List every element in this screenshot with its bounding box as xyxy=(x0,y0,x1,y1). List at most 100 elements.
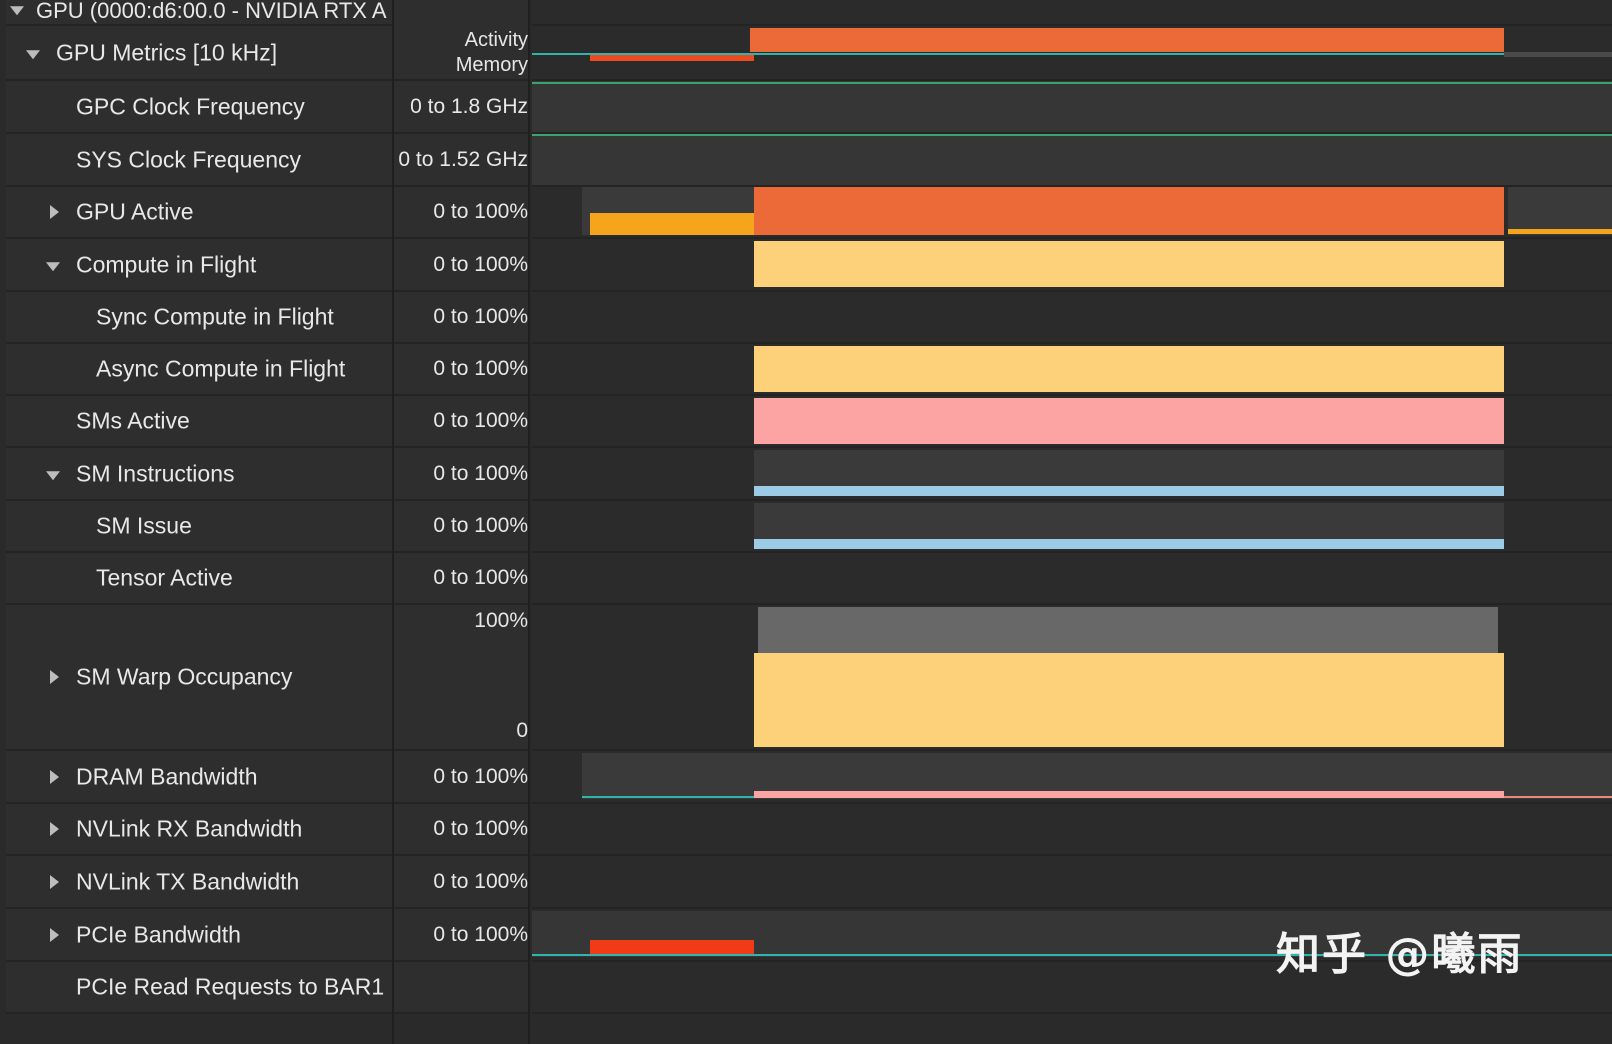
activity-label: Activity xyxy=(464,29,528,51)
sms-active-bar[interactable] xyxy=(754,398,1504,444)
range-cell xyxy=(394,0,530,26)
range-cell: 0 to 100% xyxy=(394,396,530,448)
range-cell: Activity Memory xyxy=(394,26,530,81)
expand-triangle-icon[interactable] xyxy=(50,822,59,836)
gpu-active-tail xyxy=(1508,229,1612,234)
row-sync-compute[interactable]: Sync Compute in Flight 0 to 100% xyxy=(6,292,1612,344)
compute-in-flight-bar[interactable] xyxy=(754,241,1504,287)
range-cell: 0 to 100% xyxy=(394,501,530,553)
row-label-cell: GPC Clock Frequency xyxy=(6,81,392,134)
pcie-line xyxy=(532,954,1612,956)
graph-sm-issue xyxy=(532,501,1612,553)
row-label-cell: GPU Active xyxy=(6,187,392,239)
async-compute-bar[interactable] xyxy=(754,346,1504,392)
row-sys-clock[interactable]: SYS Clock Frequency 0 to 1.52 GHz xyxy=(6,134,1612,187)
watermark: 知乎 @曦雨 xyxy=(1276,929,1524,980)
collapse-triangle-icon[interactable] xyxy=(46,261,60,271)
row-dram-bandwidth[interactable]: DRAM Bandwidth 0 to 100% xyxy=(6,751,1612,804)
row-nvlink-rx[interactable]: NVLink RX Bandwidth 0 to 100% xyxy=(6,804,1612,856)
range-cell: 0 to 100% xyxy=(394,553,530,605)
column-divider[interactable] xyxy=(528,0,530,1044)
graph-pcie-read-bar1 xyxy=(532,962,1612,1014)
row-label: NVLink TX Bandwidth xyxy=(76,868,300,894)
graph-pcie-bandwidth xyxy=(532,909,1612,962)
range-cell: 0 to 100% xyxy=(394,804,530,856)
range-label: 0 to 1.52 GHz xyxy=(398,147,528,171)
row-label: PCIe Bandwidth xyxy=(76,921,241,947)
row-label: Compute in Flight xyxy=(76,251,257,277)
gpu-device-row[interactable]: GPU (0000:d6:00.0 - NVIDIA RTX A xyxy=(6,0,1612,26)
row-nvlink-tx[interactable]: NVLink TX Bandwidth 0 to 100% xyxy=(6,856,1612,909)
range-cell: 100% 0 xyxy=(394,605,530,751)
activity-bar xyxy=(750,28,1504,52)
row-tensor-active[interactable]: Tensor Active 0 to 100% xyxy=(6,553,1612,605)
memory-line xyxy=(532,53,1612,55)
row-pcie-read-bar1[interactable]: PCIe Read Requests to BAR1 xyxy=(6,962,1612,1044)
sm-issue-bar[interactable] xyxy=(754,539,1504,549)
row-label: PCIe Read Requests to BAR1 xyxy=(76,973,385,1000)
row-label: Async Compute in Flight xyxy=(96,355,346,382)
collapse-triangle-icon[interactable] xyxy=(26,49,40,59)
graph-sync-compute xyxy=(532,292,1612,344)
row-compute-in-flight[interactable]: Compute in Flight 0 to 100% xyxy=(6,239,1612,292)
row-gpu-active[interactable]: GPU Active 0 to 100% xyxy=(6,187,1612,239)
range-cell: 0 to 100% xyxy=(394,751,530,804)
row-async-compute[interactable]: Async Compute in Flight 0 to 100% xyxy=(6,344,1612,396)
collapse-triangle-icon[interactable] xyxy=(10,6,24,16)
range-label: 0 to 100% xyxy=(433,200,528,223)
row-label: GPU Active xyxy=(76,198,194,225)
row-label-cell: SMs Active xyxy=(6,396,392,448)
sys-clock-line xyxy=(532,134,1612,136)
graph-sys-clock xyxy=(532,134,1612,187)
range-label: 0 to 100% xyxy=(433,357,528,380)
expand-triangle-icon[interactable] xyxy=(50,874,59,889)
row-gpu-metrics[interactable]: GPU Metrics [10 kHz] Activity Memory xyxy=(6,26,1612,81)
row-label-cell: SM Issue xyxy=(6,501,392,553)
range-label: 0 to 100% xyxy=(433,252,528,276)
row-label-cell: PCIe Bandwidth xyxy=(6,909,392,962)
row-sm-warp-occupancy[interactable]: SM Warp Occupancy 100% 0 xyxy=(6,605,1612,751)
graph-gpu-metrics xyxy=(532,26,1612,81)
range-label: 0 to 100% xyxy=(433,566,528,589)
range-top-label: 100% xyxy=(474,609,528,632)
row-sm-issue[interactable]: SM Issue 0 to 100% xyxy=(6,501,1612,553)
pcie-bandwidth-bar[interactable] xyxy=(590,940,754,954)
row-label: SMs Active xyxy=(76,407,190,434)
expand-triangle-icon[interactable] xyxy=(50,769,59,784)
row-label: NVLink RX Bandwidth xyxy=(76,815,303,842)
row-sms-active[interactable]: SMs Active 0 to 100% xyxy=(6,396,1612,448)
dram-bandwidth-bar[interactable] xyxy=(754,791,1504,798)
range-label: 0 to 100% xyxy=(433,305,528,328)
gpu-active-bar[interactable] xyxy=(754,187,1504,235)
row-sm-instructions[interactable]: SM Instructions 0 to 100% xyxy=(6,448,1612,501)
row-label: SM Instructions xyxy=(76,460,235,486)
dram-line-pre xyxy=(582,796,754,798)
range-label: 0 to 100% xyxy=(433,514,528,537)
graph-gpu-active xyxy=(532,187,1612,239)
sm-instructions-bar[interactable] xyxy=(754,486,1504,496)
row-pcie-bandwidth[interactable]: PCIe Bandwidth 0 to 100% xyxy=(6,909,1612,962)
graph-cell xyxy=(532,0,1612,26)
expand-triangle-icon[interactable] xyxy=(50,670,59,684)
row-label-cell: Compute in Flight xyxy=(6,239,392,292)
expand-triangle-icon[interactable] xyxy=(50,927,59,942)
graph-gpc-clock xyxy=(532,81,1612,134)
graph-async-compute xyxy=(532,344,1612,396)
gpu-device-title: GPU (0000:d6:00.0 - NVIDIA RTX A xyxy=(36,0,387,23)
row-label-cell: NVLink RX Bandwidth xyxy=(6,804,392,856)
gpu-active-pre-bar xyxy=(590,213,754,235)
column-divider[interactable] xyxy=(392,0,394,1044)
expand-triangle-icon[interactable] xyxy=(50,205,59,219)
range-cell: 0 to 100% xyxy=(394,239,530,292)
row-label-cell: GPU Metrics [10 kHz] xyxy=(6,26,392,81)
graph-nvlink-rx xyxy=(532,804,1612,856)
dram-line-post xyxy=(1504,796,1612,798)
row-gpc-clock[interactable]: GPC Clock Frequency 0 to 1.8 GHz xyxy=(6,81,1612,134)
row-label-cell: Tensor Active xyxy=(6,553,392,605)
range-label: 0 to 100% xyxy=(433,922,528,946)
row-label-cell: Async Compute in Flight xyxy=(6,344,392,396)
collapse-triangle-icon[interactable] xyxy=(46,470,60,480)
warp-occupancy-bar[interactable] xyxy=(754,653,1504,747)
graph-tensor-active xyxy=(532,553,1612,605)
graph-dram-bandwidth xyxy=(532,751,1612,804)
